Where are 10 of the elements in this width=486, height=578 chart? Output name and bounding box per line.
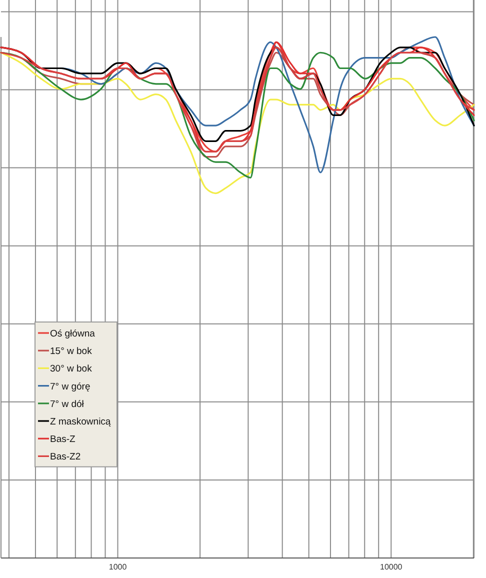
- x-tick-label: 1000: [108, 562, 128, 572]
- legend-label: 7° w górę: [50, 381, 90, 392]
- x-tick-label: 10000: [380, 562, 403, 572]
- legend-label: 7° w dół: [50, 398, 85, 410]
- legend-label: Z maskownicą: [50, 416, 112, 428]
- legend-label: Bas-Z2: [50, 452, 81, 463]
- legend-label: 15° w bok: [50, 346, 92, 358]
- legend-label: Bas-Z: [50, 434, 76, 446]
- legend-label: 30° w bok: [50, 364, 92, 375]
- legend-label: Oś główna: [50, 328, 96, 340]
